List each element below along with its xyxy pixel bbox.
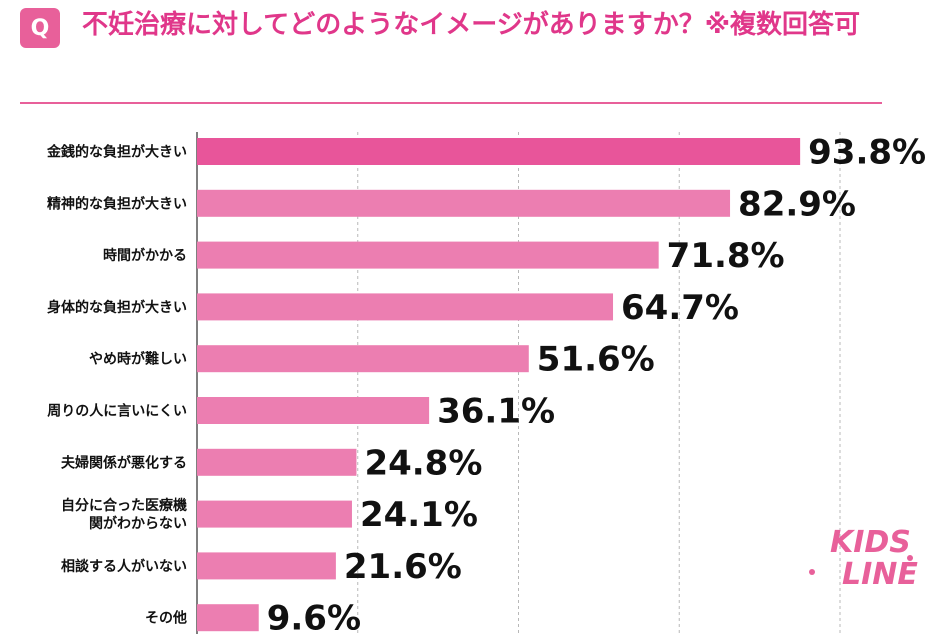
title-divider bbox=[20, 102, 882, 104]
logo-line-1: KIDS bbox=[830, 525, 911, 560]
category-label: やめ時が難しい bbox=[89, 351, 187, 368]
category-label: 夫婦関係が悪化する bbox=[61, 454, 187, 471]
bar bbox=[197, 552, 336, 580]
value-label: 71.8% bbox=[667, 236, 785, 276]
value-label: 24.8% bbox=[364, 443, 482, 483]
value-label: 51.6% bbox=[537, 340, 655, 380]
value-label: 21.6% bbox=[344, 547, 462, 587]
bar bbox=[197, 345, 529, 373]
kids-line-logo: KIDS LINE bbox=[809, 525, 918, 590]
question-title: 不妊治療に対してどのようなイメージがありますか？※複数回答可 bbox=[82, 10, 860, 40]
logo-line-2: LINE bbox=[842, 557, 918, 590]
value-label: 82.9% bbox=[738, 184, 856, 224]
category-label: 精神的な負担が大きい bbox=[47, 195, 187, 212]
value-label: 93.8% bbox=[808, 133, 926, 173]
category-label: 時間がかかる bbox=[103, 247, 187, 264]
bar bbox=[197, 293, 614, 321]
bar bbox=[197, 138, 801, 165]
bar bbox=[197, 241, 659, 269]
value-label: 64.7% bbox=[621, 288, 739, 328]
value-label: 9.6% bbox=[267, 599, 361, 634]
category-label: 金銭的な負担が大きい bbox=[46, 144, 187, 161]
question-badge: Q bbox=[20, 8, 60, 48]
bar bbox=[197, 448, 357, 476]
bar bbox=[197, 397, 430, 424]
bar bbox=[197, 604, 259, 632]
category-label: 自分に合った医療機関がわからない bbox=[61, 497, 187, 532]
value-label: 36.1% bbox=[437, 392, 555, 432]
bar bbox=[197, 500, 352, 528]
category-label: 周りの人に言いにくい bbox=[47, 403, 187, 420]
bar bbox=[197, 189, 731, 217]
category-label: 身体的な負担が大きい bbox=[47, 299, 187, 316]
value-label: 24.1% bbox=[360, 495, 478, 535]
category-label: その他 bbox=[145, 610, 187, 627]
category-label: 相談する人がいない bbox=[61, 558, 187, 575]
